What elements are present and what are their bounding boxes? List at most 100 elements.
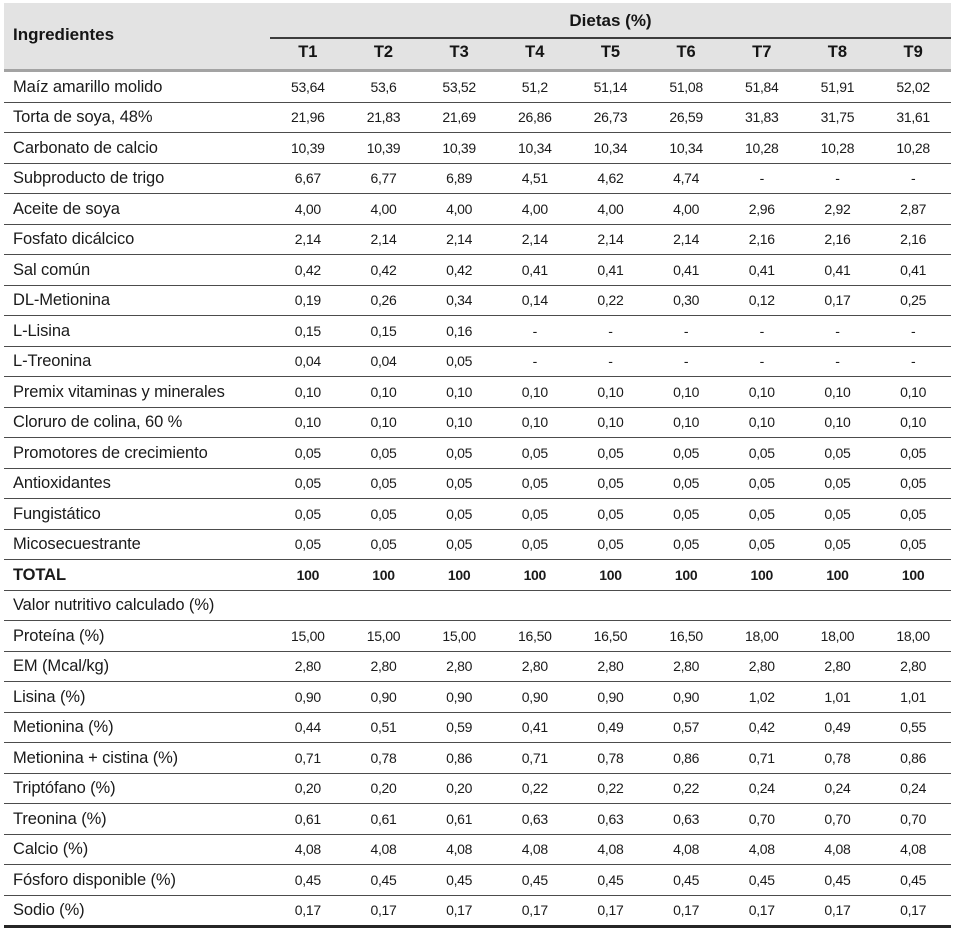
value-cell: 2,80 — [421, 651, 497, 682]
row-label: EM (Mcal/kg) — [4, 651, 270, 682]
value-cell: 4,08 — [648, 834, 724, 865]
value-cell: 100 — [648, 559, 724, 591]
value-cell: 0,05 — [270, 437, 346, 469]
column-header-t6: T6 — [648, 38, 724, 72]
row-label: Calcio (%) — [4, 834, 270, 865]
value-cell: 100 — [270, 559, 346, 591]
value-cell: 31,61 — [875, 102, 951, 133]
value-cell: 51,2 — [496, 70, 573, 103]
value-cell: 0,16 — [421, 315, 497, 347]
value-cell: 0,90 — [421, 681, 497, 713]
value-cell: 0,70 — [875, 803, 951, 835]
value-cell: 0,12 — [723, 285, 800, 316]
value-cell: 2,16 — [875, 224, 951, 255]
value-cell: 0,05 — [421, 468, 497, 499]
row-label: Antioxidantes — [4, 468, 270, 499]
value-cell: 2,14 — [648, 224, 724, 255]
table-row: Fungistático 0,05 0,05 0,05 0,05 0,05 0,05 0,05… — [4, 498, 951, 530]
table-row: Premix vitaminas y minerales 0,10 0,10 0,10… — [4, 376, 951, 408]
value-cell: 31,75 — [799, 102, 876, 133]
value-cell: 0,05 — [496, 529, 573, 560]
header-row-group: Ingredientes Dietas (%) — [4, 3, 951, 72]
value-cell: 0,10 — [648, 376, 724, 408]
value-cell: 0,61 — [270, 803, 346, 835]
value-cell: 51,84 — [723, 70, 800, 103]
row-label: TOTAL — [4, 559, 270, 591]
value-cell: 4,00 — [270, 193, 346, 225]
value-cell: 6,89 — [421, 163, 497, 194]
value-cell: 0,30 — [648, 285, 724, 316]
table-row: Carbonato de calcio 10,39 10,39 10,39 10,34 1… — [4, 132, 951, 164]
value-cell: 100 — [799, 559, 876, 591]
value-cell: 0,78 — [345, 742, 422, 774]
value-cell: 0,10 — [723, 407, 800, 438]
value-cell: 0,05 — [799, 437, 876, 469]
table-row: EM (Mcal/kg) 2,80 2,80 2,80 2,80 2,80 2,80 2,80… — [4, 651, 951, 682]
value-cell: 1,01 — [875, 681, 951, 713]
value-cell: 0,45 — [875, 864, 951, 896]
row-label: Fosfato dicálcico — [4, 224, 270, 255]
value-cell: 0,42 — [421, 254, 497, 286]
value-cell: 6,67 — [270, 163, 346, 194]
value-cell: 0,05 — [496, 437, 573, 469]
value-cell: 0,15 — [345, 315, 422, 347]
value-cell: 0,41 — [648, 254, 724, 286]
row-label: Metionina + cistina (%) — [4, 742, 270, 774]
value-cell: 0,05 — [648, 529, 724, 560]
value-cell: 4,00 — [572, 193, 649, 225]
value-cell: 100 — [723, 559, 800, 591]
value-cell: 4,00 — [496, 193, 573, 225]
value-cell: 4,00 — [648, 193, 724, 225]
value-cell: 26,59 — [648, 102, 724, 133]
value-cell: 0,71 — [723, 742, 800, 774]
value-cell: 4,08 — [572, 834, 649, 865]
value-cell: 4,62 — [572, 163, 649, 194]
value-cell: 10,34 — [572, 132, 649, 164]
value-cell: 2,87 — [875, 193, 951, 225]
value-cell: 16,50 — [572, 620, 649, 652]
value-cell: 0,45 — [572, 864, 649, 896]
value-cell: 21,96 — [270, 102, 346, 133]
value-cell: 0,05 — [875, 529, 951, 560]
value-cell: 0,04 — [345, 346, 422, 377]
value-cell: 10,28 — [875, 132, 951, 164]
table-row: Subproducto de trigo 6,67 6,77 6,89 4,51 4,62… — [4, 163, 951, 194]
value-cell: 2,80 — [723, 651, 800, 682]
value-cell: 0,44 — [270, 712, 346, 743]
value-cell: 4,08 — [723, 834, 800, 865]
value-cell: 0,10 — [572, 376, 649, 408]
value-cell: 4,74 — [648, 163, 724, 194]
value-cell: 0,42 — [723, 712, 800, 743]
value-cell: 2,14 — [572, 224, 649, 255]
value-cell: 10,39 — [270, 132, 346, 164]
value-cell: 2,14 — [270, 224, 346, 255]
value-cell: 0,17 — [345, 895, 422, 928]
value-cell: 0,49 — [799, 712, 876, 743]
value-cell: 0,57 — [648, 712, 724, 743]
value-cell: 0,41 — [799, 254, 876, 286]
value-cell: 0,78 — [799, 742, 876, 774]
value-cell: 0,05 — [421, 529, 497, 560]
value-cell: 0,86 — [421, 742, 497, 774]
value-cell: 0,19 — [270, 285, 346, 316]
table-row: Treonina (%) 0,61 0,61 0,61 0,63 0,63 0,63 0,70… — [4, 803, 951, 835]
value-cell: - — [496, 346, 573, 377]
row-label: Valor nutritivo calculado (%) — [4, 590, 951, 621]
row-label: Premix vitaminas y minerales — [4, 376, 270, 408]
value-cell: 0,17 — [270, 895, 346, 928]
table-row: Micosecuestrante 0,05 0,05 0,05 0,05 0,05 0,05… — [4, 529, 951, 560]
value-cell: - — [799, 163, 876, 194]
value-cell: 0,05 — [345, 529, 422, 560]
value-cell: 0,10 — [875, 407, 951, 438]
value-cell: 10,28 — [723, 132, 800, 164]
value-cell: 2,80 — [345, 651, 422, 682]
value-cell: 0,71 — [270, 742, 346, 774]
value-cell: 0,70 — [723, 803, 800, 835]
value-cell: 0,51 — [345, 712, 422, 743]
row-label: Fósforo disponible (%) — [4, 864, 270, 896]
value-cell: 16,50 — [496, 620, 573, 652]
value-cell: 0,49 — [572, 712, 649, 743]
value-cell: 4,08 — [496, 834, 573, 865]
value-cell: 18,00 — [723, 620, 800, 652]
value-cell: 0,05 — [572, 437, 649, 469]
